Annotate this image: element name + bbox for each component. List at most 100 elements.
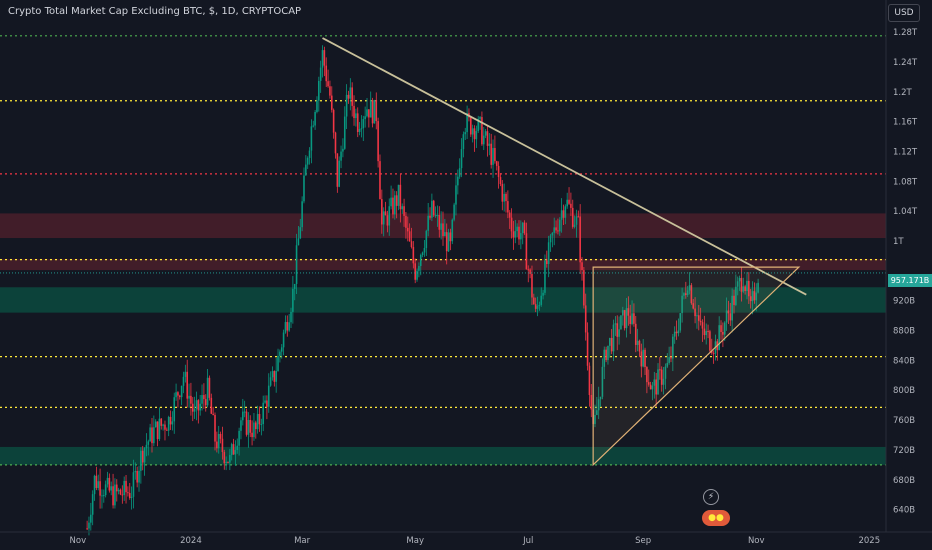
candle-body	[481, 117, 483, 145]
candle-body	[334, 132, 337, 154]
candle-body	[216, 441, 218, 449]
candle-body	[709, 331, 711, 351]
candle-body	[319, 67, 322, 81]
candle-body	[177, 392, 179, 396]
candle-body	[457, 176, 459, 186]
candle-body	[477, 118, 480, 132]
candle-body	[618, 329, 620, 337]
candle-body	[364, 116, 366, 120]
candle-body	[134, 471, 137, 473]
candle-body	[686, 290, 689, 296]
candle-body	[427, 215, 429, 231]
candle-body	[683, 293, 685, 296]
candle-body	[184, 371, 187, 377]
candle-body	[727, 310, 730, 314]
candle-body	[607, 345, 609, 361]
candle-body	[338, 160, 341, 187]
candle-body	[557, 230, 559, 232]
candle-body	[279, 351, 281, 356]
candle-body	[673, 331, 676, 337]
event-badge-icon[interactable]: ●●	[702, 510, 730, 526]
candle-body	[414, 263, 416, 280]
candle-body	[180, 385, 183, 398]
candle-body	[156, 421, 159, 440]
candle-body	[694, 308, 696, 317]
price-tick-label: 680B	[893, 476, 915, 486]
time-tick-label: Jul	[522, 536, 533, 546]
candle-body	[696, 315, 698, 317]
candle-body	[466, 113, 468, 133]
candle-body	[623, 310, 626, 329]
candle-body	[442, 223, 444, 237]
candle-body	[503, 193, 505, 202]
bolt-icon[interactable]: ⚡	[703, 489, 719, 505]
time-tick-label: Nov	[748, 536, 765, 546]
candle-body	[449, 232, 452, 242]
candle-body	[520, 233, 522, 240]
candle-body	[633, 313, 635, 324]
candle-body	[221, 438, 224, 453]
candle-body	[136, 471, 138, 483]
candle-body	[188, 395, 190, 399]
candle-body	[199, 403, 201, 411]
candle-body	[494, 148, 496, 162]
candle-body	[597, 399, 600, 411]
candle-body	[267, 385, 270, 407]
candle-body	[419, 255, 422, 267]
last-price-label: 957.171B	[888, 274, 932, 287]
candle-body	[642, 349, 644, 367]
price-tick-label: 800B	[893, 386, 915, 396]
candle-body	[153, 427, 155, 444]
candle-body	[284, 321, 287, 333]
candle-body	[429, 215, 431, 218]
triangle-pattern	[592, 266, 801, 467]
candle-body	[403, 206, 405, 216]
level-layer	[0, 35, 886, 466]
candle-body	[651, 385, 654, 390]
candle-body	[138, 470, 140, 483]
candle-body	[701, 322, 704, 329]
candle-body	[492, 148, 494, 165]
candle-body	[738, 277, 741, 282]
candle-body	[379, 161, 381, 200]
price-tick-label: 720B	[893, 446, 915, 456]
candle-body	[275, 370, 277, 382]
candle-body	[210, 397, 213, 414]
candle-body	[757, 282, 759, 293]
candle-body	[238, 430, 240, 446]
candle-body	[325, 65, 328, 82]
candle-body	[612, 324, 615, 352]
candle-body	[260, 424, 263, 426]
candle-body	[343, 116, 346, 149]
candle-body	[212, 413, 214, 415]
candle-body	[547, 242, 550, 265]
candle-body	[329, 86, 331, 96]
candle-body	[473, 128, 476, 140]
candle-body	[497, 165, 500, 178]
candle-body	[258, 413, 261, 425]
candle-body	[464, 132, 467, 135]
candle-body	[178, 395, 181, 398]
candle-body	[102, 495, 105, 497]
candle-body	[299, 227, 302, 239]
candle-body	[655, 379, 657, 395]
chart-title: Crypto Total Market Cap Excluding BTC, $…	[8, 6, 302, 17]
candle-body	[659, 369, 661, 371]
candle-body	[332, 109, 335, 133]
price-tick-label: 1.24T	[893, 58, 918, 68]
candle-body	[586, 332, 589, 366]
price-tick-label: 640B	[893, 506, 915, 516]
candle-body	[562, 210, 565, 218]
candle-body	[549, 235, 552, 243]
candle-body	[677, 330, 680, 334]
candle-body	[151, 427, 153, 444]
candle-body	[751, 291, 754, 302]
time-tick-label: Sep	[635, 536, 651, 546]
currency-button[interactable]: USD	[888, 4, 920, 22]
candle-body	[681, 295, 683, 314]
candle-body	[342, 148, 344, 152]
candle-body	[610, 337, 613, 352]
candle-body	[282, 332, 285, 348]
candle-body	[657, 369, 659, 395]
